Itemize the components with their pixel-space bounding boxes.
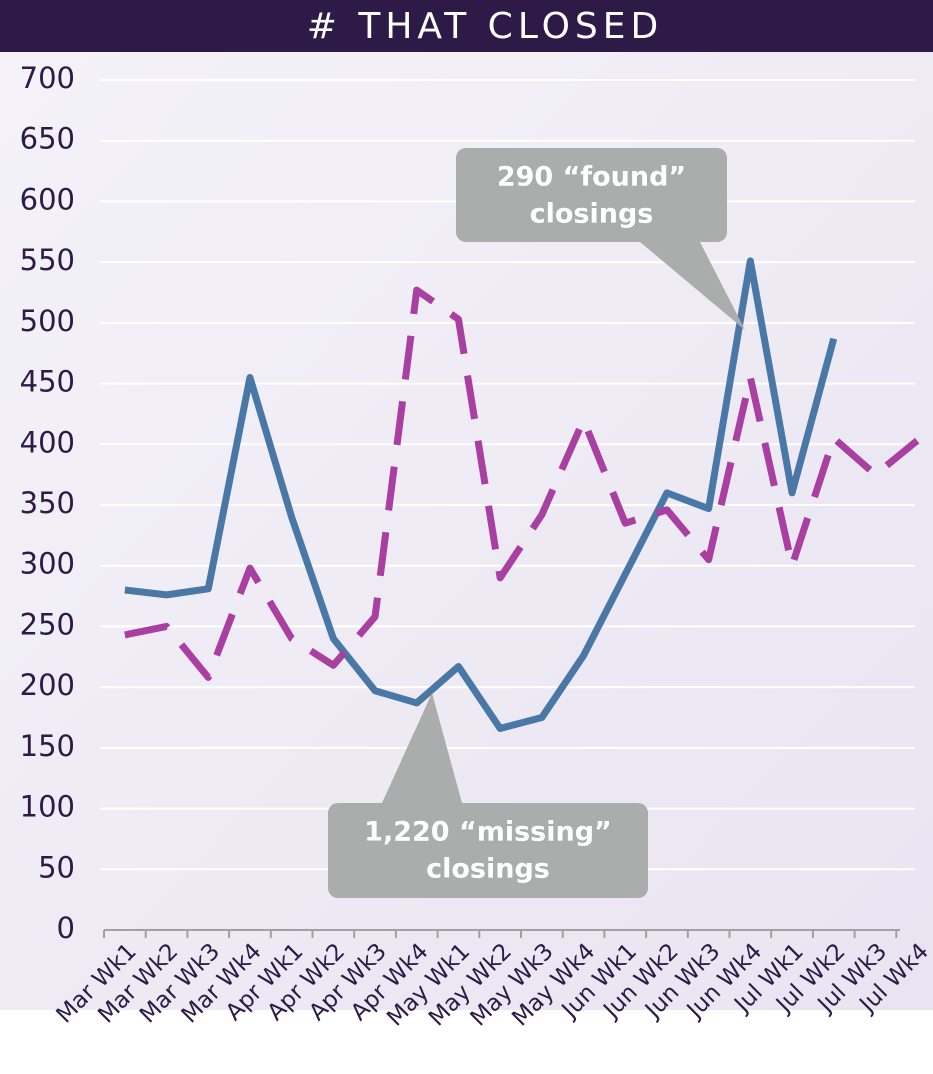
y-tick-label: 50 [38,850,75,884]
y-tick-label: 500 [20,304,75,338]
callout-box [328,803,648,898]
y-tick-label: 650 [20,122,75,156]
y-tick-label: 550 [20,243,75,277]
y-tick-label: 150 [20,729,75,763]
callout-pointer [382,693,462,803]
y-tick-label: 100 [20,790,75,824]
y-tick-label: 700 [20,61,75,95]
y-tick-label: 0 [57,911,75,945]
annotation-text: closings [530,199,654,230]
data-line [124,286,920,681]
data-line [124,257,838,732]
annotation-text: 1,220 “missing” [364,817,612,848]
y-tick-label: 250 [20,607,75,641]
y-tick-label: 600 [20,182,75,216]
callout-box [456,148,727,242]
chart-title: # THAT CLOSED [307,6,664,47]
callout-pointer [640,242,745,330]
title-bar [0,0,933,52]
annotation-text: closings [426,854,550,885]
y-tick-label: 400 [20,425,75,459]
y-tick-label: 450 [20,365,75,399]
y-tick-label: 200 [20,668,75,702]
annotation-text: 290 “found” [497,162,686,193]
y-tick-label: 300 [20,547,75,581]
y-tick-label: 350 [20,486,75,520]
